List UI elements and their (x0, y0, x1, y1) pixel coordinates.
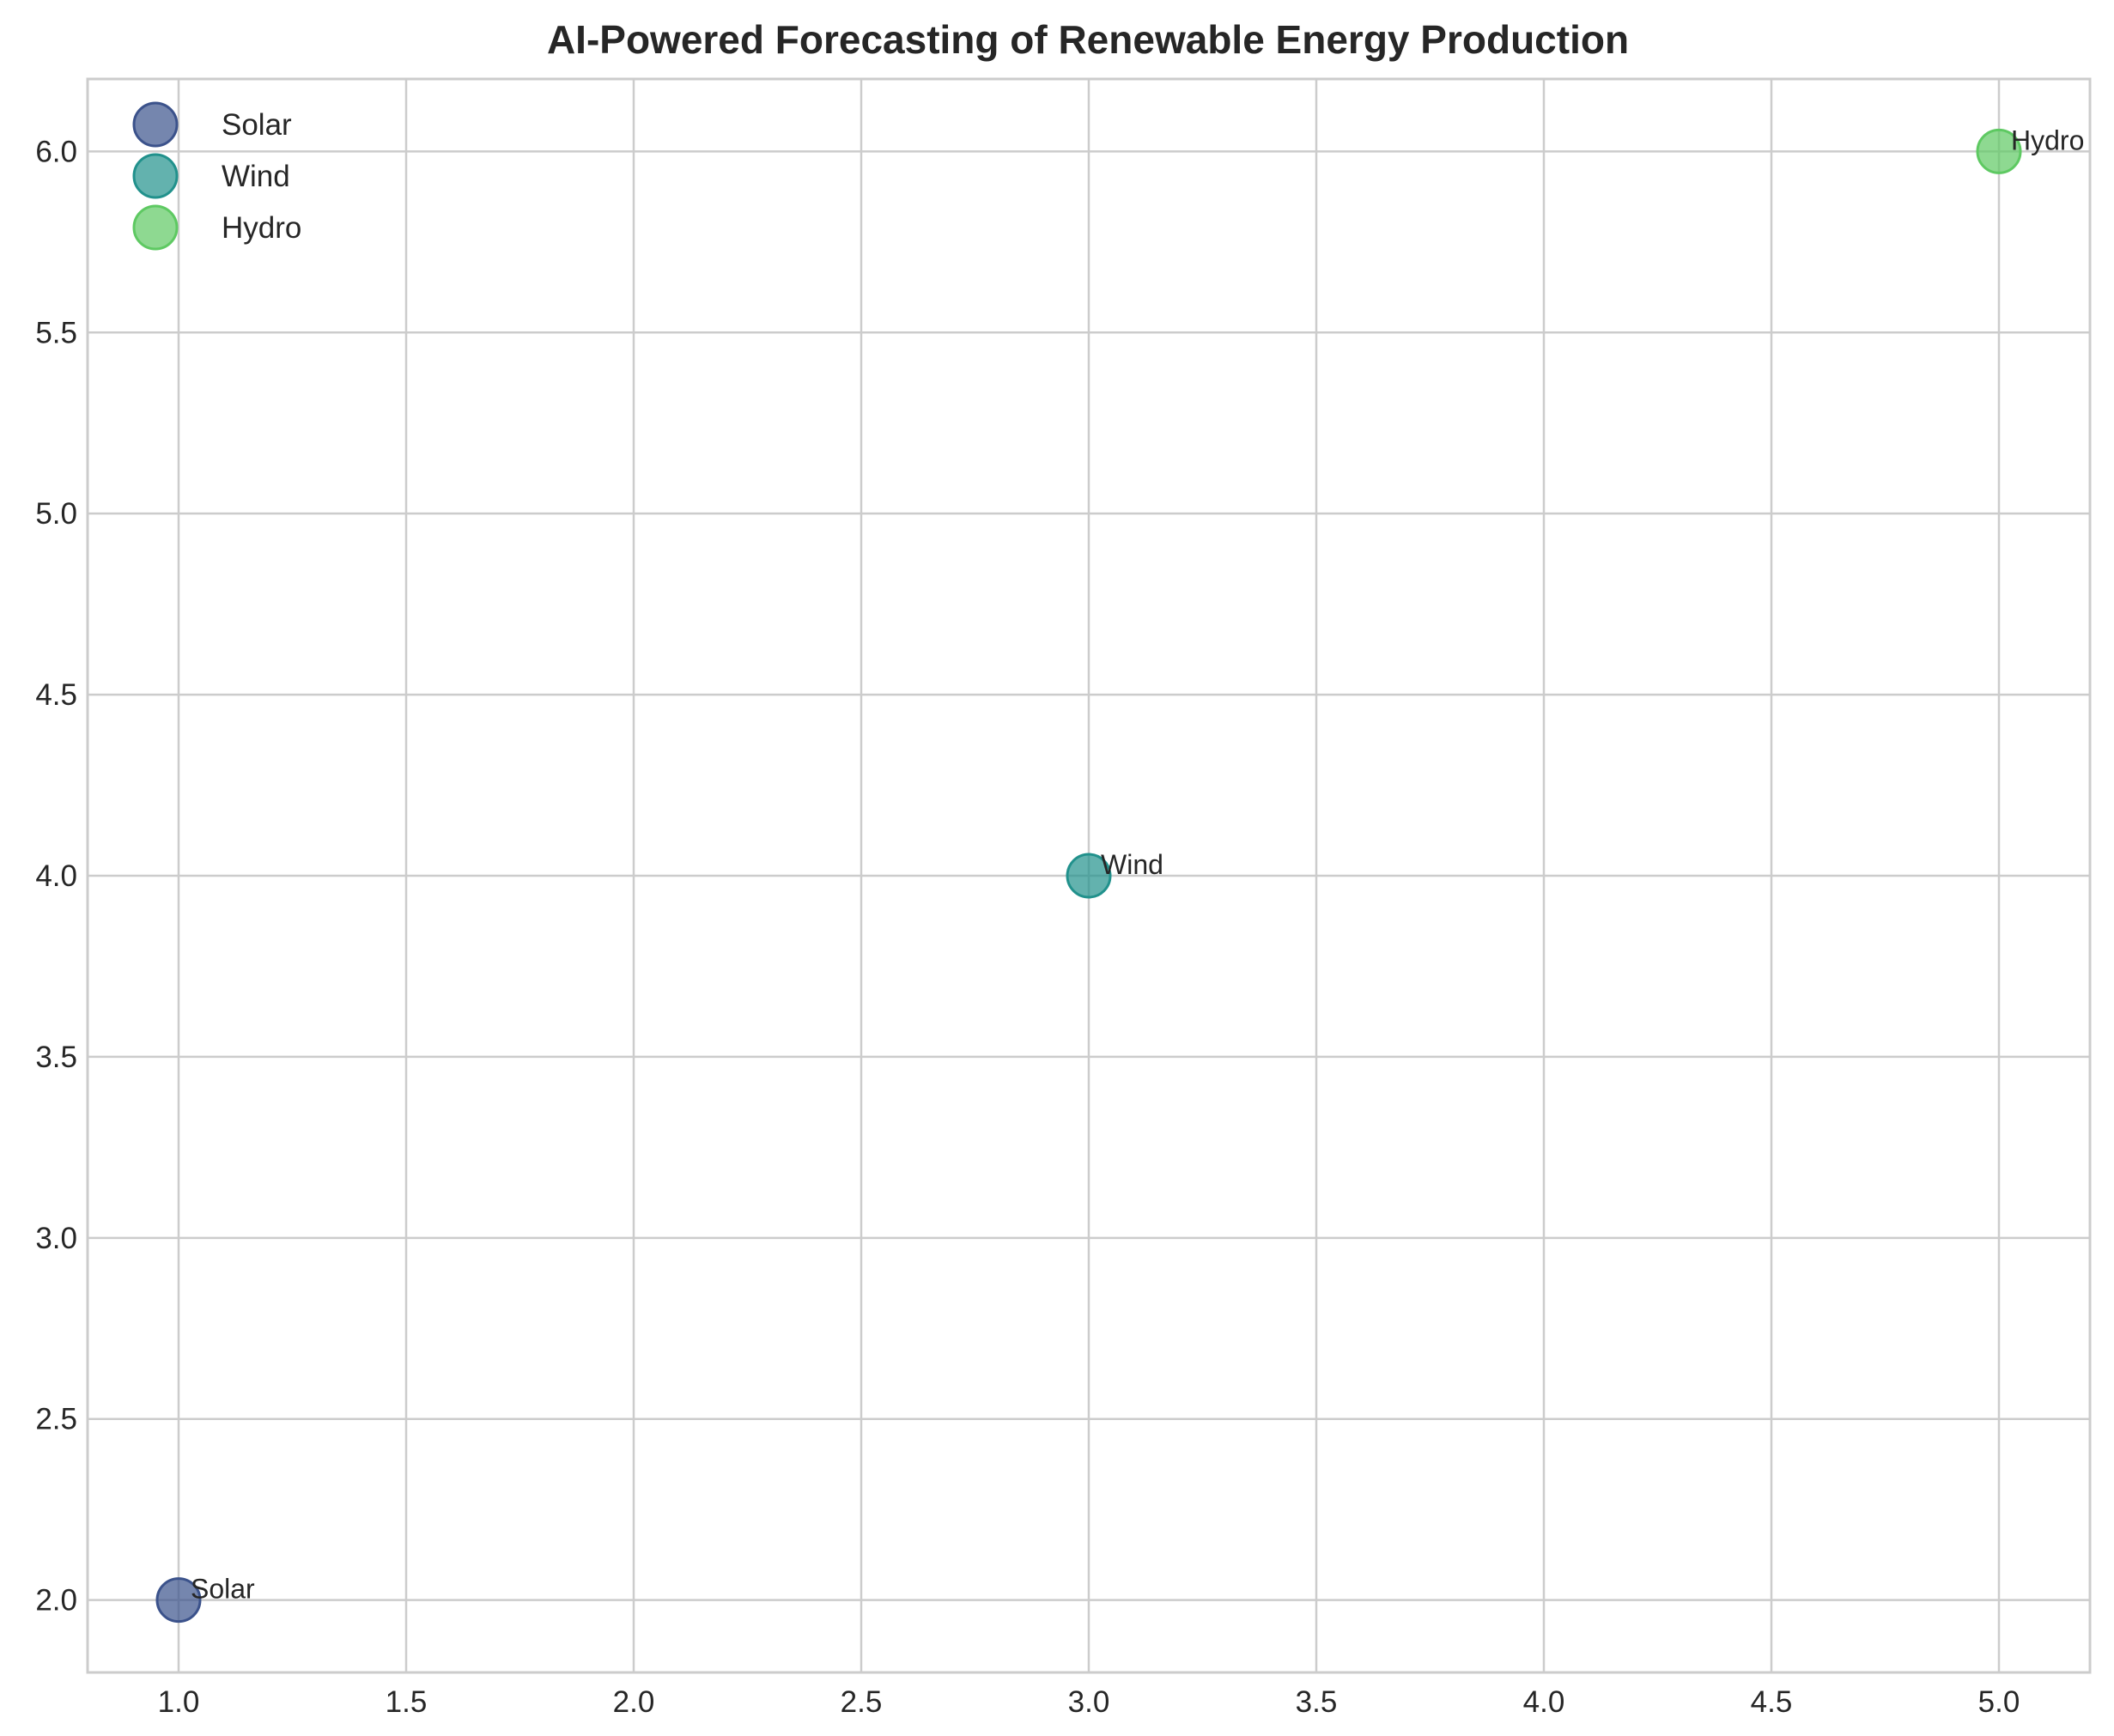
y-tick-label: 5.0 (35, 497, 77, 531)
x-tick-label: 3.0 (1068, 1685, 1110, 1719)
axis-ticks: 1.0 1.5 2.0 2.5 3.0 3.5 4.0 4.5 5.0 2.0 2.5 3.0 3.5 4… (35, 135, 2020, 1719)
x-tick-label: 2.0 (613, 1685, 655, 1719)
legend-label-hydro: Hydro (222, 211, 301, 245)
x-tick-label: 5.0 (1978, 1685, 2020, 1719)
data-points (155, 128, 2022, 1624)
y-tick-label: 5.5 (35, 316, 77, 349)
y-tick-label: 4.5 (35, 678, 77, 712)
point-annotations: Solar Wind Hydro (191, 124, 2084, 1604)
legend: Solar Wind Hydro (132, 101, 301, 251)
x-tick-label: 2.5 (841, 1685, 883, 1719)
annotation-wind: Wind (1101, 849, 1163, 880)
annotation-solar: Solar (191, 1574, 255, 1605)
legend-label-wind: Wind (222, 160, 290, 193)
x-tick-label: 3.5 (1296, 1685, 1338, 1719)
y-tick-label: 3.0 (35, 1222, 77, 1255)
y-tick-label: 3.5 (35, 1041, 77, 1074)
y-tick-label: 2.0 (35, 1584, 77, 1618)
legend-label-solar: Solar (222, 108, 292, 142)
annotation-hydro: Hydro (2011, 124, 2084, 155)
data-point-wind (1066, 853, 1112, 899)
data-point-solar (155, 1577, 202, 1624)
y-tick-label: 4.0 (35, 859, 77, 893)
legend-marker-wind (132, 153, 179, 199)
legend-marker-hydro (132, 204, 179, 251)
x-tick-label: 4.0 (1523, 1685, 1565, 1719)
chart-title: AI-Powered Forecasting of Renewable Ener… (547, 17, 1629, 62)
x-tick-label: 1.5 (386, 1685, 428, 1719)
y-tick-label: 2.5 (35, 1403, 77, 1436)
plot-frame (86, 77, 2092, 1674)
legend-marker-solar (132, 101, 179, 148)
x-tick-label: 1.0 (158, 1685, 200, 1719)
y-tick-label: 6.0 (35, 135, 77, 168)
x-tick-label: 4.5 (1751, 1685, 1793, 1719)
data-point-hydro (1976, 128, 2022, 174)
